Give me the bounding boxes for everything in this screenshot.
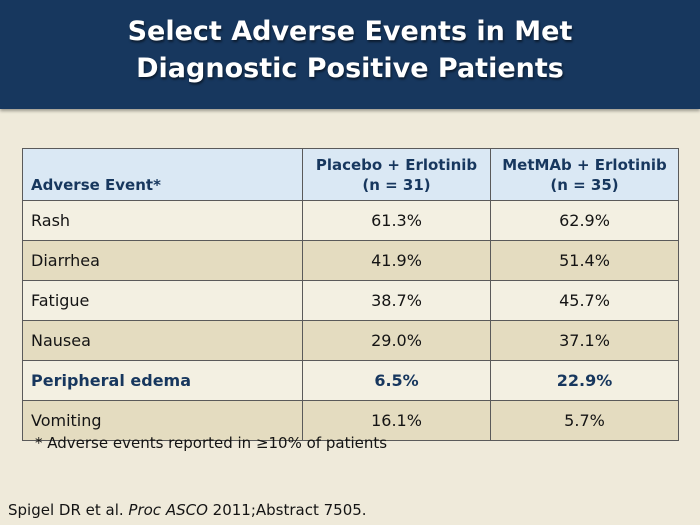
column-header-metmab-erlotinib: MetMAb + Erlotinib (n = 35) [490, 148, 679, 201]
table-row-vomiting: Vomiting 16.1% 5.7% [22, 400, 679, 441]
metmab-value-cell: 62.9% [490, 200, 679, 241]
event-cell: Rash [22, 200, 303, 241]
event-cell: Fatigue [22, 280, 303, 321]
placebo-value-cell: 6.5% [302, 360, 491, 401]
metmab-value-cell: 5.7% [490, 400, 679, 441]
table-row-fatigue: Fatigue 38.7% 45.7% [22, 280, 679, 321]
citation-author: Spigel DR et al. [8, 501, 129, 519]
citation-journal: Proc ASCO [128, 501, 208, 519]
event-cell: Nausea [22, 320, 303, 361]
table-row-nausea: Nausea 29.0% 37.1% [22, 320, 679, 361]
metmab-value-cell: 45.7% [490, 280, 679, 321]
footnote: * Adverse events reported in ≥10% of pat… [35, 434, 388, 452]
metmab-value-cell: 37.1% [490, 320, 679, 361]
table-row-diarrhea: Diarrhea 41.9% 51.4% [22, 240, 679, 281]
metmab-header-line-2: (n = 35) [550, 175, 619, 194]
title-line-1: Select Adverse Events in Met [127, 16, 573, 47]
event-cell: Peripheral edema [22, 360, 303, 401]
metmab-value-cell: 22.9% [490, 360, 679, 401]
table-row-peripheral-edema: Peripheral edema 6.5% 22.9% [22, 360, 679, 401]
placebo-value-cell: 29.0% [302, 320, 491, 361]
placebo-value-cell: 38.7% [302, 280, 491, 321]
event-cell: Diarrhea [22, 240, 303, 281]
citation: Spigel DR et al. Proc ASCO 2011;Abstract… [8, 501, 367, 519]
title-banner: Select Adverse Events in Met Diagnostic … [0, 0, 700, 109]
citation-details: 2011;Abstract 7505. [207, 501, 367, 519]
adverse-events-table: Adverse Event* Placebo + Erlotinib (n = … [22, 148, 679, 441]
table-row-rash: Rash 61.3% 62.9% [22, 200, 679, 241]
event-cell: Vomiting [22, 400, 303, 441]
table-header-row: Adverse Event* Placebo + Erlotinib (n = … [22, 148, 679, 201]
placebo-value-cell: 61.3% [302, 200, 491, 241]
title-line-2: Diagnostic Positive Patients [136, 53, 564, 84]
placebo-header-line-2: (n = 31) [362, 175, 431, 194]
placebo-header-line-1: Placebo + Erlotinib [315, 155, 478, 174]
slide-title: Select Adverse Events in Met Diagnostic … [0, 0, 700, 87]
placebo-value-cell: 41.9% [302, 240, 491, 281]
metmab-header-line-1: MetMAb + Erlotinib [502, 155, 667, 174]
column-header-placebo-erlotinib: Placebo + Erlotinib (n = 31) [302, 148, 491, 201]
column-header-adverse-event: Adverse Event* [22, 148, 303, 201]
metmab-value-cell: 51.4% [490, 240, 679, 281]
